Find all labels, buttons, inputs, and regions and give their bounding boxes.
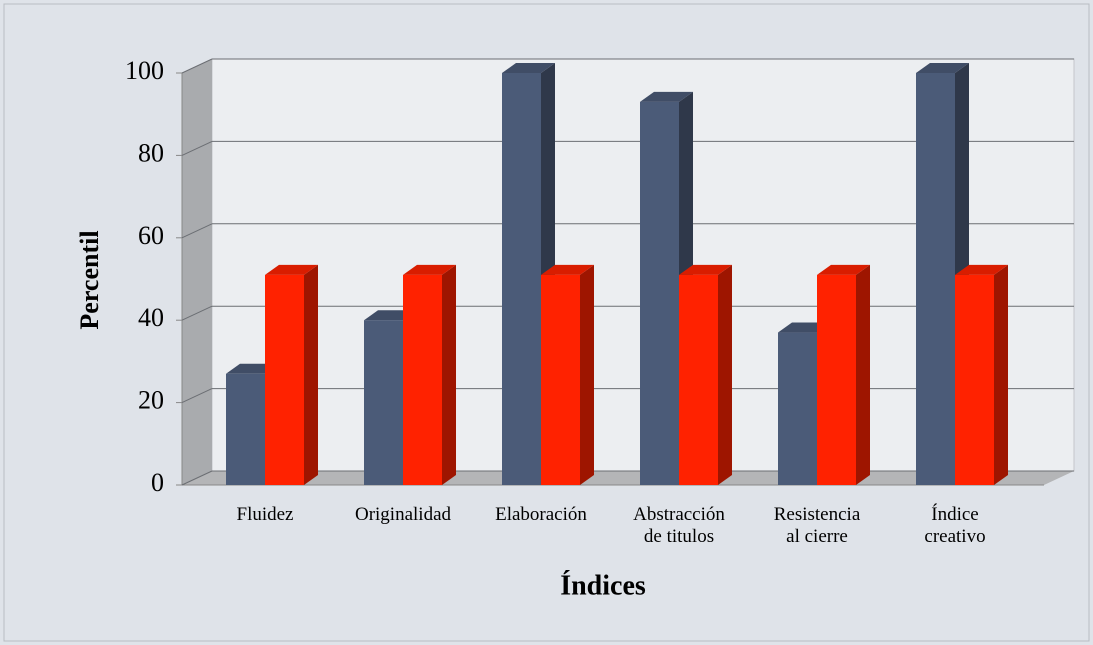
y-axis-title: Percentil [75, 230, 104, 329]
x-tick-label: Elaboración [495, 504, 587, 525]
bar [265, 274, 304, 485]
bar-top [541, 264, 594, 275]
bar-side [856, 264, 870, 485]
bar [541, 274, 580, 485]
y-tick-label: 0 [151, 468, 164, 497]
x-tick-label: Originalidad [354, 504, 452, 525]
bar [640, 101, 679, 485]
y-tick-label: 40 [138, 303, 164, 332]
side-wall [182, 59, 212, 485]
bar-top [502, 63, 555, 73]
bar [403, 274, 442, 485]
bar-top [265, 264, 318, 275]
y-tick-label: 60 [138, 221, 164, 250]
grid-line-side [181, 223, 213, 239]
bar [955, 274, 994, 485]
x-axis-title: Índices [560, 570, 646, 601]
bar-side [994, 264, 1008, 485]
bar [226, 373, 265, 485]
x-tick-label: Fluidez [236, 504, 294, 525]
bar-top [916, 63, 969, 73]
bar [778, 332, 817, 485]
bar [916, 73, 955, 485]
grid-line-side [181, 58, 213, 74]
frame [3, 3, 1090, 642]
grid-line-side [181, 470, 213, 486]
y-tick-label: 80 [138, 138, 164, 167]
x-tick-label: Resistencia al cierre [773, 504, 861, 547]
y-tick-label: 100 [125, 56, 164, 85]
bar-side [442, 264, 456, 485]
bar [679, 274, 718, 485]
bar-top [817, 264, 870, 275]
x-tick-label: Abstracción de titulos [633, 504, 725, 547]
bar-top [640, 91, 693, 102]
bar-side [718, 264, 732, 485]
bar-top [403, 264, 456, 275]
x-tick-label: Índice creativo [924, 504, 986, 547]
bar [817, 274, 856, 485]
y-tick-label: 20 [138, 386, 164, 415]
grid-line-side [181, 140, 213, 156]
bar-top [955, 264, 1008, 275]
bar-top [679, 264, 732, 275]
bar-side [304, 264, 318, 485]
grid-line-side [181, 305, 213, 321]
bar [364, 320, 403, 485]
grid-line-side [181, 388, 213, 404]
bar [502, 73, 541, 485]
bar-side [580, 264, 594, 485]
